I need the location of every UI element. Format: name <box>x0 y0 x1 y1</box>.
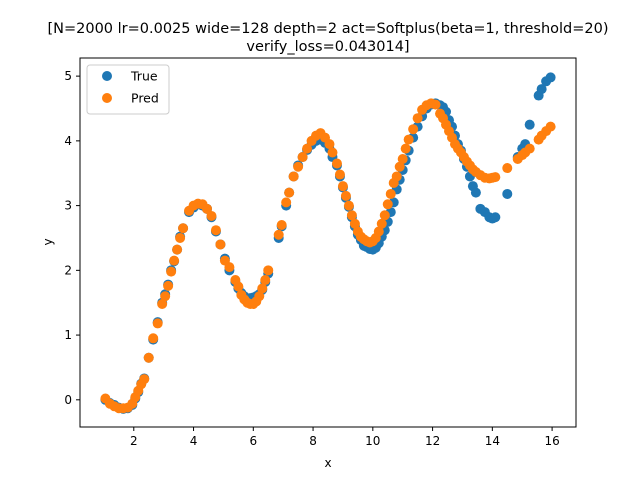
data-point-pred <box>302 143 313 154</box>
data-point-true <box>524 119 535 130</box>
x-tick-label: 16 <box>544 434 559 448</box>
data-point-pred <box>397 153 408 164</box>
x-tick-label: 4 <box>190 434 198 448</box>
x-tick-label: 12 <box>425 434 440 448</box>
chart-title-line-2: verify_loss=0.043014] <box>246 39 409 55</box>
data-point-pred <box>343 200 354 211</box>
y-tick-label: 1 <box>64 328 72 342</box>
data-point-pred <box>163 280 174 291</box>
chart-title: [N=2000 lr=0.0025 wide=128 depth=2 act=S… <box>47 21 608 55</box>
x-tick-label: 6 <box>249 434 257 448</box>
data-point-pred <box>273 229 284 240</box>
chart-title-line-1: [N=2000 lr=0.0025 wide=128 depth=2 act=S… <box>47 21 608 37</box>
data-point-pred <box>430 99 441 110</box>
x-tick-label: 10 <box>365 434 380 448</box>
data-point-pred <box>331 158 342 169</box>
data-point-pred <box>276 220 287 231</box>
data-point-pred <box>139 374 150 385</box>
y-tick-label: 5 <box>64 69 72 83</box>
data-point-pred <box>175 232 186 243</box>
data-point-pred <box>346 210 357 221</box>
data-point-pred <box>408 124 419 135</box>
data-point-pred <box>215 239 226 250</box>
x-tick-label: 8 <box>309 434 317 448</box>
data-point-pred <box>545 121 556 132</box>
data-point-pred <box>166 266 177 277</box>
data-point-pred <box>263 265 274 276</box>
data-point-pred <box>412 113 423 124</box>
data-point-true <box>502 188 513 199</box>
data-point-pred <box>169 255 180 266</box>
x-tick-label: 14 <box>485 434 500 448</box>
x-axis-ticks: 2 4 6 8 10 12 14 16 <box>130 427 560 448</box>
data-point-pred <box>502 163 513 174</box>
data-point-pred <box>178 223 189 234</box>
data-point-pred <box>403 134 414 145</box>
data-point-pred <box>210 225 221 236</box>
data-point-pred <box>224 262 235 273</box>
data-point-pred <box>340 190 351 201</box>
data-point-pred <box>172 244 183 255</box>
data-point-true <box>490 212 501 223</box>
legend-label-pred: Pred <box>131 91 159 106</box>
data-point-pred <box>206 210 217 221</box>
data-point-pred <box>281 197 292 208</box>
data-point-pred <box>157 299 168 309</box>
data-point-true <box>545 72 556 83</box>
series-true <box>100 72 556 414</box>
data-point-pred <box>288 171 299 182</box>
data-point-pred <box>327 147 338 158</box>
data-point-pred <box>260 275 271 286</box>
y-tick-label: 4 <box>64 134 72 148</box>
data-point-pred <box>254 291 265 302</box>
data-point-pred <box>284 187 295 198</box>
plot-area-frame <box>79 57 577 428</box>
y-axis-ticks: 0 1 2 3 4 5 <box>64 69 80 407</box>
data-point-pred <box>233 281 244 292</box>
data-point-pred <box>152 318 163 329</box>
data-points-layer <box>100 72 556 414</box>
data-point-pred <box>293 161 304 172</box>
data-point-pred <box>373 226 384 237</box>
data-point-pred <box>324 139 335 150</box>
legend: True Pred <box>86 64 170 115</box>
data-point-pred <box>379 210 390 221</box>
data-point-true <box>470 187 481 198</box>
data-point-pred <box>382 199 393 210</box>
data-point-pred <box>201 203 212 214</box>
data-point-pred <box>148 333 159 344</box>
data-point-pred <box>376 218 387 229</box>
legend-marker-true <box>102 71 112 81</box>
data-point-pred <box>297 152 308 163</box>
series-pred <box>100 98 556 414</box>
data-point-pred <box>394 161 405 172</box>
y-tick-label: 2 <box>64 263 72 277</box>
data-point-pred <box>385 188 396 199</box>
data-point-pred <box>143 352 154 363</box>
data-point-pred <box>391 171 402 182</box>
data-point-pred <box>490 172 501 183</box>
data-point-pred <box>257 283 268 294</box>
data-point-pred <box>524 143 535 154</box>
y-tick-label: 3 <box>64 199 72 213</box>
x-tick-label: 2 <box>130 434 138 448</box>
y-axis-label: y <box>41 238 55 245</box>
x-axis-label: x <box>324 456 331 470</box>
data-point-pred <box>400 143 411 154</box>
data-point-pred <box>160 291 171 302</box>
data-point-pred <box>337 181 348 192</box>
y-tick-label: 0 <box>64 393 72 407</box>
legend-marker-pred <box>102 93 112 103</box>
data-point-true <box>536 84 547 95</box>
legend-label-true: True <box>130 69 158 84</box>
data-point-pred <box>334 169 345 180</box>
data-point-pred <box>349 218 360 229</box>
